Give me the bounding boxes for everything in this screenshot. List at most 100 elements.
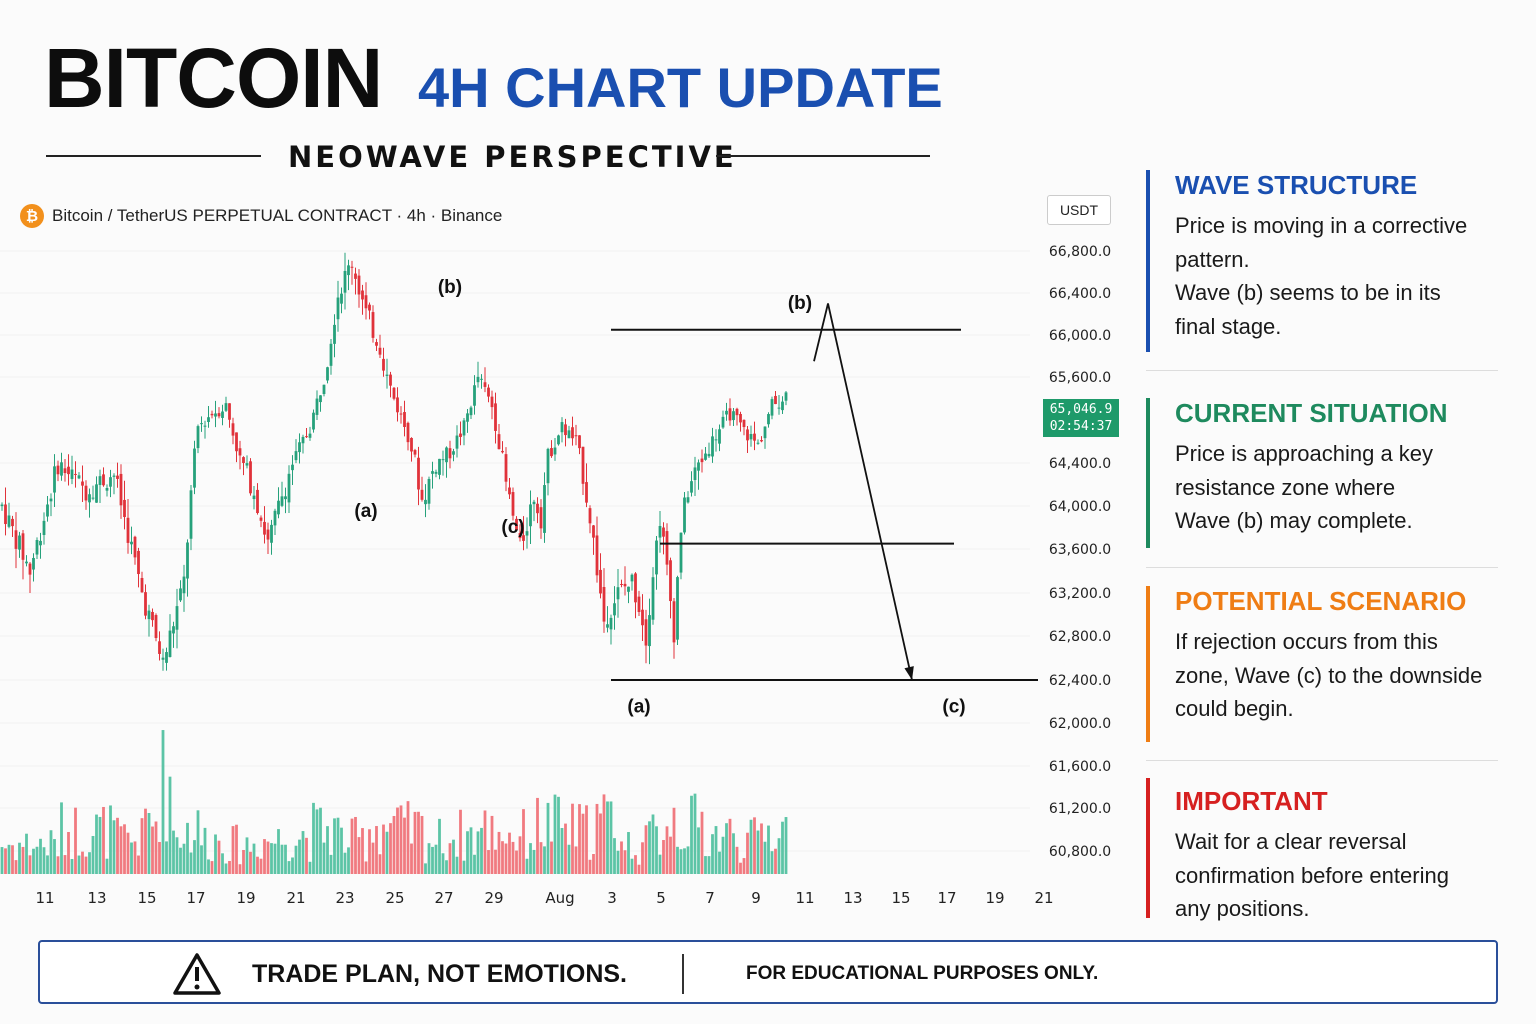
volume-bar xyxy=(567,844,571,874)
footer-disclaimer: FOR EDUCATIONAL PURPOSES ONLY. xyxy=(746,963,1099,984)
candle-body xyxy=(371,312,375,338)
candle-countdown: 02:54:37 xyxy=(1049,419,1113,434)
volume-bar xyxy=(123,824,126,874)
y-tick-label: 63,600.0 xyxy=(1049,542,1111,558)
candle-body xyxy=(221,411,224,418)
candle-body xyxy=(480,378,483,380)
wave-structure-line: Price is moving in a corrective xyxy=(1175,213,1468,238)
candle-body xyxy=(732,411,735,421)
candle-body xyxy=(350,266,354,268)
candle-body xyxy=(445,447,448,463)
candle-body xyxy=(742,419,746,428)
volume-bar xyxy=(312,802,315,874)
x-tick-label: 23 xyxy=(335,889,354,907)
candle-body xyxy=(207,417,210,423)
candle-body xyxy=(501,450,504,453)
candle-body xyxy=(462,420,466,436)
candle-body xyxy=(483,382,487,387)
candle-body xyxy=(567,430,571,439)
candle-body xyxy=(606,624,609,628)
volume-bar xyxy=(693,793,697,874)
candle-body xyxy=(585,482,588,503)
volume-bar xyxy=(658,854,662,874)
candle-body xyxy=(728,408,732,421)
potential-scenario-title: POTENTIAL SCENARIO xyxy=(1175,586,1467,616)
volume-bar xyxy=(480,827,483,874)
volume-bar xyxy=(364,861,368,874)
volume-bar xyxy=(343,852,347,874)
candle-body xyxy=(133,536,137,558)
candle-body xyxy=(588,508,592,524)
symbol-header[interactable]: ₿ Bitcoin / TetherUS PERPETUAL CONTRACT … xyxy=(20,204,502,228)
candle-body xyxy=(686,497,690,503)
candle-body xyxy=(553,447,557,455)
volume-bar xyxy=(756,830,760,874)
x-tick-label: 19 xyxy=(236,889,255,907)
candle-body xyxy=(683,497,686,533)
candle-body xyxy=(620,584,623,586)
volume-bar xyxy=(469,827,473,874)
volume-bar xyxy=(714,826,718,874)
volume-bar xyxy=(588,859,592,874)
volume-bar xyxy=(186,822,189,874)
candle-body xyxy=(466,413,469,422)
volume-bar xyxy=(193,840,196,874)
bitcoin-icon: ₿ xyxy=(20,204,44,228)
subtitle-rule-left xyxy=(46,155,261,157)
candle-body xyxy=(487,387,490,397)
volume-bar xyxy=(361,828,364,874)
y-tick-label: 64,400.0 xyxy=(1049,456,1111,472)
current-situation-line: Price is approaching a key xyxy=(1175,441,1434,466)
currency-unit-label[interactable]: USDT xyxy=(1047,195,1111,225)
candle-body xyxy=(210,413,214,416)
volume-bar xyxy=(319,807,322,874)
volume-bar xyxy=(270,843,273,874)
candle-body xyxy=(144,592,147,616)
candle-body xyxy=(193,448,196,488)
candle-body xyxy=(161,657,165,660)
volume-bar xyxy=(784,817,788,874)
candle-body xyxy=(179,588,182,601)
candle-body xyxy=(53,466,56,493)
symbol-label: Bitcoin / TetherUS PERPETUAL CONTRACT · … xyxy=(52,206,503,225)
candle-body xyxy=(725,410,728,415)
candle-body xyxy=(690,481,693,493)
volume-bar xyxy=(497,831,501,874)
y-tick-label: 62,400.0 xyxy=(1049,673,1111,689)
volume-bar xyxy=(91,835,95,874)
volume-bar xyxy=(165,841,168,874)
candle-body xyxy=(413,450,417,455)
candle-body xyxy=(469,407,473,416)
candle-body xyxy=(252,495,256,500)
price-chart[interactable]: 66,800.0 66,400.0 66,000.0 65,600.0 64,400.0… xyxy=(0,180,1140,920)
volume-bar xyxy=(77,855,81,874)
candle-body xyxy=(238,448,242,456)
volume-bar xyxy=(515,850,518,874)
volume-bar xyxy=(357,837,361,874)
volume-bar xyxy=(553,794,557,874)
volume-bar xyxy=(707,856,711,874)
volume-bar xyxy=(161,730,165,874)
volume-bar xyxy=(627,832,630,874)
y-tick-label: 66,800.0 xyxy=(1049,244,1111,260)
x-tick-label: 21 xyxy=(286,889,305,907)
candle-body xyxy=(641,609,644,626)
volume-bar xyxy=(543,846,546,874)
volume-bar xyxy=(448,843,452,874)
candle-body xyxy=(648,615,651,647)
candle-body xyxy=(25,561,28,564)
candle-body xyxy=(32,557,35,570)
volume-bar xyxy=(214,834,217,874)
candle-body xyxy=(263,521,266,535)
volume-bar xyxy=(133,841,137,874)
current-situation-title: CURRENT SITUATION xyxy=(1175,398,1448,428)
candle-body xyxy=(28,563,32,575)
volume-bar xyxy=(49,830,53,874)
volume-bar xyxy=(592,853,595,874)
volume-bar xyxy=(175,837,179,874)
volume-bar xyxy=(504,843,508,874)
candle-body xyxy=(308,433,312,438)
panel-divider xyxy=(1146,567,1498,568)
candle-body xyxy=(312,412,315,430)
x-tick-label: 3 xyxy=(607,889,617,907)
